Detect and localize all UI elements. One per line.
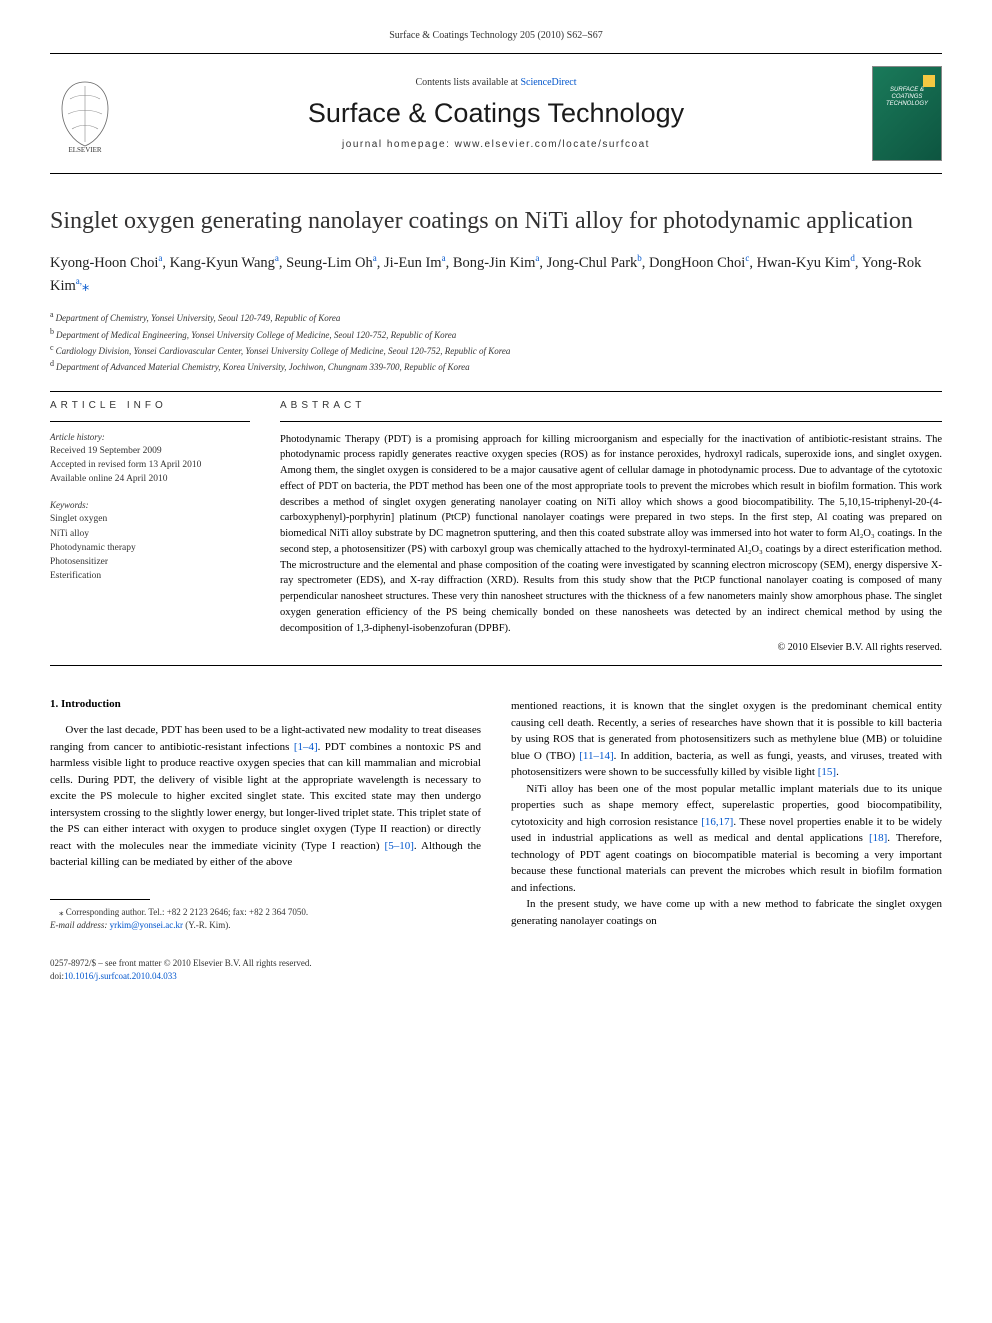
aff-text-d: Department of Advanced Material Chemistr…	[56, 362, 470, 372]
rule-under-banner	[50, 173, 942, 174]
author-8: Hwan-Kyu Kim	[757, 255, 851, 271]
footnote-line1: Corresponding author. Tel.: +82 2 2123 2…	[64, 907, 309, 917]
elsevier-logo: ELSEVIER	[50, 74, 120, 154]
abstract-column: ABSTRACT Photodynamic Therapy (PDT) is a…	[280, 400, 942, 654]
article-info-column: ARTICLE INFO Article history: Received 1…	[50, 400, 250, 654]
author-1: Kyong-Hoon Choi	[50, 255, 158, 271]
aff-sup-b: b	[50, 327, 54, 336]
affiliations-block: aDepartment of Chemistry, Yonsei Univers…	[50, 309, 942, 375]
author-4: Ji-Eun Im	[384, 255, 442, 271]
author-6: Jong-Chul Park	[547, 255, 638, 271]
history-label: Article history:	[50, 432, 250, 442]
ref-link-1-4[interactable]: [1–4]	[294, 741, 318, 753]
keyword-3: Photodynamic therapy	[50, 541, 250, 555]
author-7: DongHoon Choi	[649, 255, 745, 271]
author-2: Kang-Kyun Wang	[170, 255, 275, 271]
footnote-email-suffix: (Y.-R. Kim).	[183, 920, 231, 930]
keyword-4: Photosensitizer	[50, 555, 250, 569]
abstract-divider	[280, 421, 942, 422]
aff-sup-d: d	[50, 359, 54, 368]
keywords-label: Keywords:	[50, 500, 250, 510]
author-5-aff[interactable]: a	[535, 253, 539, 263]
article-title: Singlet oxygen generating nanolayer coat…	[50, 206, 942, 236]
article-info-label: ARTICLE INFO	[50, 400, 250, 411]
rule-above-info	[50, 391, 942, 392]
aff-text-c: Cardiology Division, Yonsei Cardiovascul…	[56, 346, 511, 356]
homepage-line: journal homepage: www.elsevier.com/locat…	[120, 139, 872, 150]
body-column-left: 1. Introduction Over the last decade, PD…	[50, 698, 481, 982]
rule-top	[50, 53, 942, 54]
aff-text-b: Department of Medical Engineering, Yonse…	[56, 330, 456, 340]
author-6-aff[interactable]: b	[637, 253, 642, 263]
corresponding-footnote: ⁎ Corresponding author. Tel.: +82 2 2123…	[50, 906, 481, 933]
doi-link[interactable]: 10.1016/j.surfcoat.2010.04.033	[64, 971, 177, 981]
intro-text-1b: . PDT combines a nontoxic PS and harmles…	[50, 741, 481, 852]
article-info-divider	[50, 421, 250, 422]
issn-line: 0257-8972/$ – see front matter © 2010 El…	[50, 958, 312, 968]
author-2-aff[interactable]: a	[275, 253, 279, 263]
body-column-right: mentioned reactions, it is known that th…	[511, 698, 942, 982]
intro-text-r3: In the present study, we have come up wi…	[511, 898, 942, 927]
author-1-aff[interactable]: a	[158, 253, 162, 263]
body-columns: 1. Introduction Over the last decade, PD…	[50, 698, 942, 982]
info-abstract-row: ARTICLE INFO Article history: Received 1…	[50, 400, 942, 654]
banner-center: Contents lists available at ScienceDirec…	[120, 77, 872, 150]
journal-name: Surface & Coatings Technology	[120, 98, 872, 129]
affiliation-b: bDepartment of Medical Engineering, Yons…	[50, 326, 942, 342]
journal-banner: ELSEVIER Contents lists available at Sci…	[50, 58, 942, 169]
history-received: Received 19 September 2009	[50, 444, 250, 458]
affiliation-d: dDepartment of Advanced Material Chemist…	[50, 358, 942, 374]
intro-text-r1c: .	[836, 766, 839, 778]
doi-prefix: doi:	[50, 971, 64, 981]
abstract-label: ABSTRACT	[280, 400, 942, 411]
keyword-2: NiTi alloy	[50, 527, 250, 541]
author-3-aff[interactable]: a	[373, 253, 377, 263]
ref-link-18[interactable]: [18]	[869, 832, 887, 844]
intro-para-2: NiTi alloy has been one of the most popu…	[511, 781, 942, 897]
aff-text-a: Department of Chemistry, Yonsei Universi…	[56, 313, 341, 323]
ref-link-11-14[interactable]: [11–14]	[579, 750, 613, 762]
ref-link-16-17[interactable]: [16,17]	[701, 816, 733, 828]
header-citation: Surface & Coatings Technology 205 (2010)…	[50, 30, 942, 41]
abstract-copyright: © 2010 Elsevier B.V. All rights reserved…	[280, 642, 942, 653]
ref-link-15[interactable]: [15]	[818, 766, 836, 778]
footnote-email-label: E-mail address:	[50, 920, 110, 930]
bottom-meta: 0257-8972/$ – see front matter © 2010 El…	[50, 957, 481, 982]
abstract-text: Photodynamic Therapy (PDT) is a promisin…	[280, 432, 942, 637]
author-8-aff[interactable]: d	[850, 253, 855, 263]
svg-text:ELSEVIER: ELSEVIER	[68, 146, 101, 154]
contents-line: Contents lists available at ScienceDirec…	[120, 77, 872, 88]
aff-sup-c: c	[50, 343, 54, 352]
intro-para-1: Over the last decade, PDT has been used …	[50, 722, 481, 871]
authors-line: Kyong-Hoon Choia, Kang-Kyun Wanga, Seung…	[50, 252, 942, 297]
corresponding-author-star[interactable]: ⁎	[82, 277, 89, 293]
intro-para-3: In the present study, we have come up wi…	[511, 896, 942, 929]
keyword-5: Esterification	[50, 569, 250, 583]
keyword-1: Singlet oxygen	[50, 512, 250, 526]
affiliation-a: aDepartment of Chemistry, Yonsei Univers…	[50, 309, 942, 325]
footnote-email-link[interactable]: yrkim@yonsei.ac.kr	[110, 920, 183, 930]
cover-label: SURFACE & COATINGS TECHNOLOGY	[877, 87, 937, 109]
intro-para-1-cont: mentioned reactions, it is known that th…	[511, 698, 942, 781]
contents-prefix: Contents lists available at	[415, 77, 520, 88]
author-7-aff[interactable]: c	[745, 253, 749, 263]
author-4-aff[interactable]: a	[442, 253, 446, 263]
footnote-divider	[50, 899, 150, 900]
aff-sup-a: a	[50, 310, 54, 319]
history-accepted: Accepted in revised form 13 April 2010	[50, 458, 250, 472]
sciencedirect-link[interactable]: ScienceDirect	[520, 77, 576, 88]
journal-cover-thumbnail: SURFACE & COATINGS TECHNOLOGY	[872, 66, 942, 161]
author-5: Bong-Jin Kim	[453, 255, 536, 271]
affiliation-c: cCardiology Division, Yonsei Cardiovascu…	[50, 342, 942, 358]
history-online: Available online 24 April 2010	[50, 472, 250, 486]
rule-below-abstract	[50, 665, 942, 666]
ref-link-5-10[interactable]: [5–10]	[385, 840, 414, 852]
section-heading-intro: 1. Introduction	[50, 698, 481, 710]
author-3: Seung-Lim Oh	[286, 255, 373, 271]
